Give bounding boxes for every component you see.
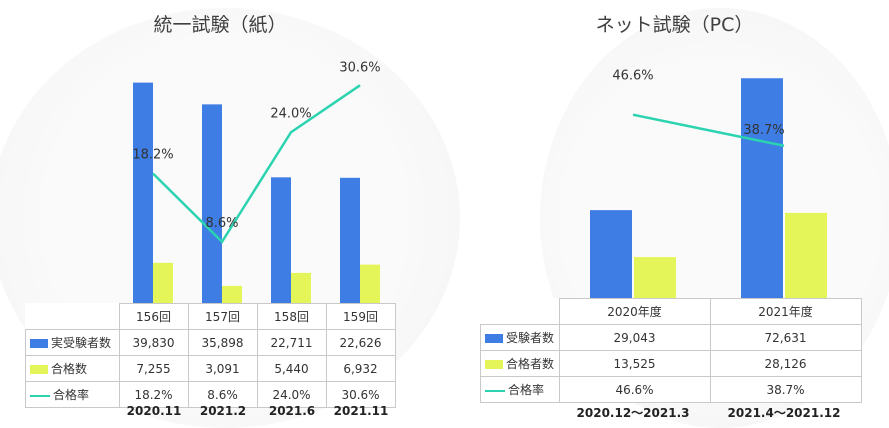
table-cell: 7,255 <box>118 355 189 382</box>
rate-data-label: 8.6% <box>205 216 238 231</box>
table-cell: 13,525 <box>558 350 711 377</box>
series-name: 合格率 <box>53 388 90 402</box>
rate-data-label: 24.0% <box>270 106 311 121</box>
table-row: 合格数 7,255 3,091 5,440 6,932 <box>25 355 396 382</box>
period-label: 2021.4～2021.12 <box>727 406 841 420</box>
chart-title: 統一試験（紙） <box>153 14 287 36</box>
table-cell: 35,898 <box>187 329 258 356</box>
rate-data-label: 46.6% <box>612 69 653 84</box>
table-cell: 22,626 <box>325 329 396 356</box>
period-label: 2021.11 <box>333 404 389 418</box>
table-cell: 39,830 <box>118 329 189 356</box>
table-corner <box>481 299 560 325</box>
table-row: 合格率 46.6% 38.7% <box>480 376 862 403</box>
online-exam-plot: 46.6% 38.7% <box>590 69 827 299</box>
paper-exam-table: 156回 157回 158回 159回 実受験者数 39,830 35,898 … <box>25 303 396 408</box>
table-cell: 8.6% <box>187 381 258 408</box>
rate-data-label: 38.7% <box>743 123 784 138</box>
table-cell: 5,440 <box>256 355 327 382</box>
table-header-row: 2020年度 2021年度 <box>481 298 862 325</box>
legend-pass-rate: 合格率 <box>480 376 560 403</box>
legend-key-yellow <box>485 360 503 369</box>
table-cell: 6,932 <box>325 355 396 382</box>
online-exam-table: 2020年度 2021年度 受験者数 29,043 72,631 合格者数 13… <box>480 298 862 403</box>
paper-exam-chart: 統一試験（紙） 18.2% 8.6% 24.0% 30.6% 156回 157回 15… <box>0 0 460 428</box>
legend-key-yellow <box>30 365 48 374</box>
legend-passed: 合格数 <box>25 355 120 382</box>
legend-key-blue <box>485 334 503 343</box>
rate-data-label: 30.6% <box>339 60 380 75</box>
bar-yellow <box>785 212 827 298</box>
online-exam-chart: ネット試験（PC） 46.6% 38.7% 2020年度 2021年度 受験者数 … <box>460 0 889 428</box>
table-corner <box>26 304 120 330</box>
table-cell: 38.7% <box>709 376 862 403</box>
bar-yellow <box>360 264 380 303</box>
bar-blue <box>133 82 153 303</box>
bar-blue <box>741 78 783 299</box>
series-name: 合格者数 <box>506 357 555 371</box>
period-label: 2020.11 <box>126 404 182 418</box>
rate-line <box>632 113 785 148</box>
period-label: 2020.12～2021.3 <box>576 406 690 420</box>
bar-yellow <box>153 262 173 303</box>
table-cell: 24.0% <box>256 381 327 408</box>
bar-blue <box>590 210 632 298</box>
table-cell: 29,043 <box>558 324 711 351</box>
bar-blue <box>271 177 291 303</box>
table-cell: 18.2% <box>118 381 189 408</box>
series-name: 合格数 <box>51 362 88 376</box>
table-cell: 46.6% <box>558 376 711 403</box>
table-cell: 22,711 <box>256 329 327 356</box>
bar-yellow <box>222 285 242 303</box>
category-label: 156回 <box>118 303 189 330</box>
period-label: 2021.2 <box>199 404 247 418</box>
period-label: 2021.6 <box>268 404 316 418</box>
category-label: 159回 <box>325 303 396 330</box>
legend-examinees: 受験者数 <box>480 324 560 351</box>
table-cell: 72,631 <box>709 324 862 351</box>
table-header-row: 156回 157回 158回 159回 <box>26 303 396 330</box>
table-row: 実受験者数 39,830 35,898 22,711 22,626 <box>25 329 396 356</box>
rate-line <box>152 84 361 244</box>
category-label: 158回 <box>256 303 327 330</box>
table-row: 受験者数 29,043 72,631 <box>480 324 862 351</box>
series-name: 実受験者数 <box>51 336 112 350</box>
legend-key-blue <box>30 339 48 348</box>
legend-passed: 合格者数 <box>480 350 560 377</box>
legend-pass-rate: 合格率 <box>25 381 120 408</box>
bar-blue <box>202 104 222 303</box>
series-name: 受験者数 <box>506 331 555 345</box>
table-row: 合格者数 13,525 28,126 <box>480 350 862 377</box>
paper-exam-plot: 18.2% 8.6% 24.0% 30.6% <box>132 60 381 303</box>
table-row: 合格率 18.2% 8.6% 24.0% 30.6% <box>25 381 396 408</box>
rate-data-label: 18.2% <box>132 148 173 163</box>
series-name: 合格率 <box>508 383 545 397</box>
legend-key-teal <box>485 389 505 392</box>
bar-blue <box>340 177 360 303</box>
table-cell: 28,126 <box>709 350 862 377</box>
bar-yellow <box>291 272 311 303</box>
chart-title: ネット試験（PC） <box>595 14 754 36</box>
table-cell: 30.6% <box>325 381 396 408</box>
table-cell: 3,091 <box>187 355 258 382</box>
bar-yellow <box>634 257 676 298</box>
legend-key-teal <box>30 394 50 397</box>
category-label: 2020年度 <box>558 298 711 325</box>
legend-examinees: 実受験者数 <box>25 329 120 356</box>
category-label: 2021年度 <box>709 298 862 325</box>
category-label: 157回 <box>187 303 258 330</box>
